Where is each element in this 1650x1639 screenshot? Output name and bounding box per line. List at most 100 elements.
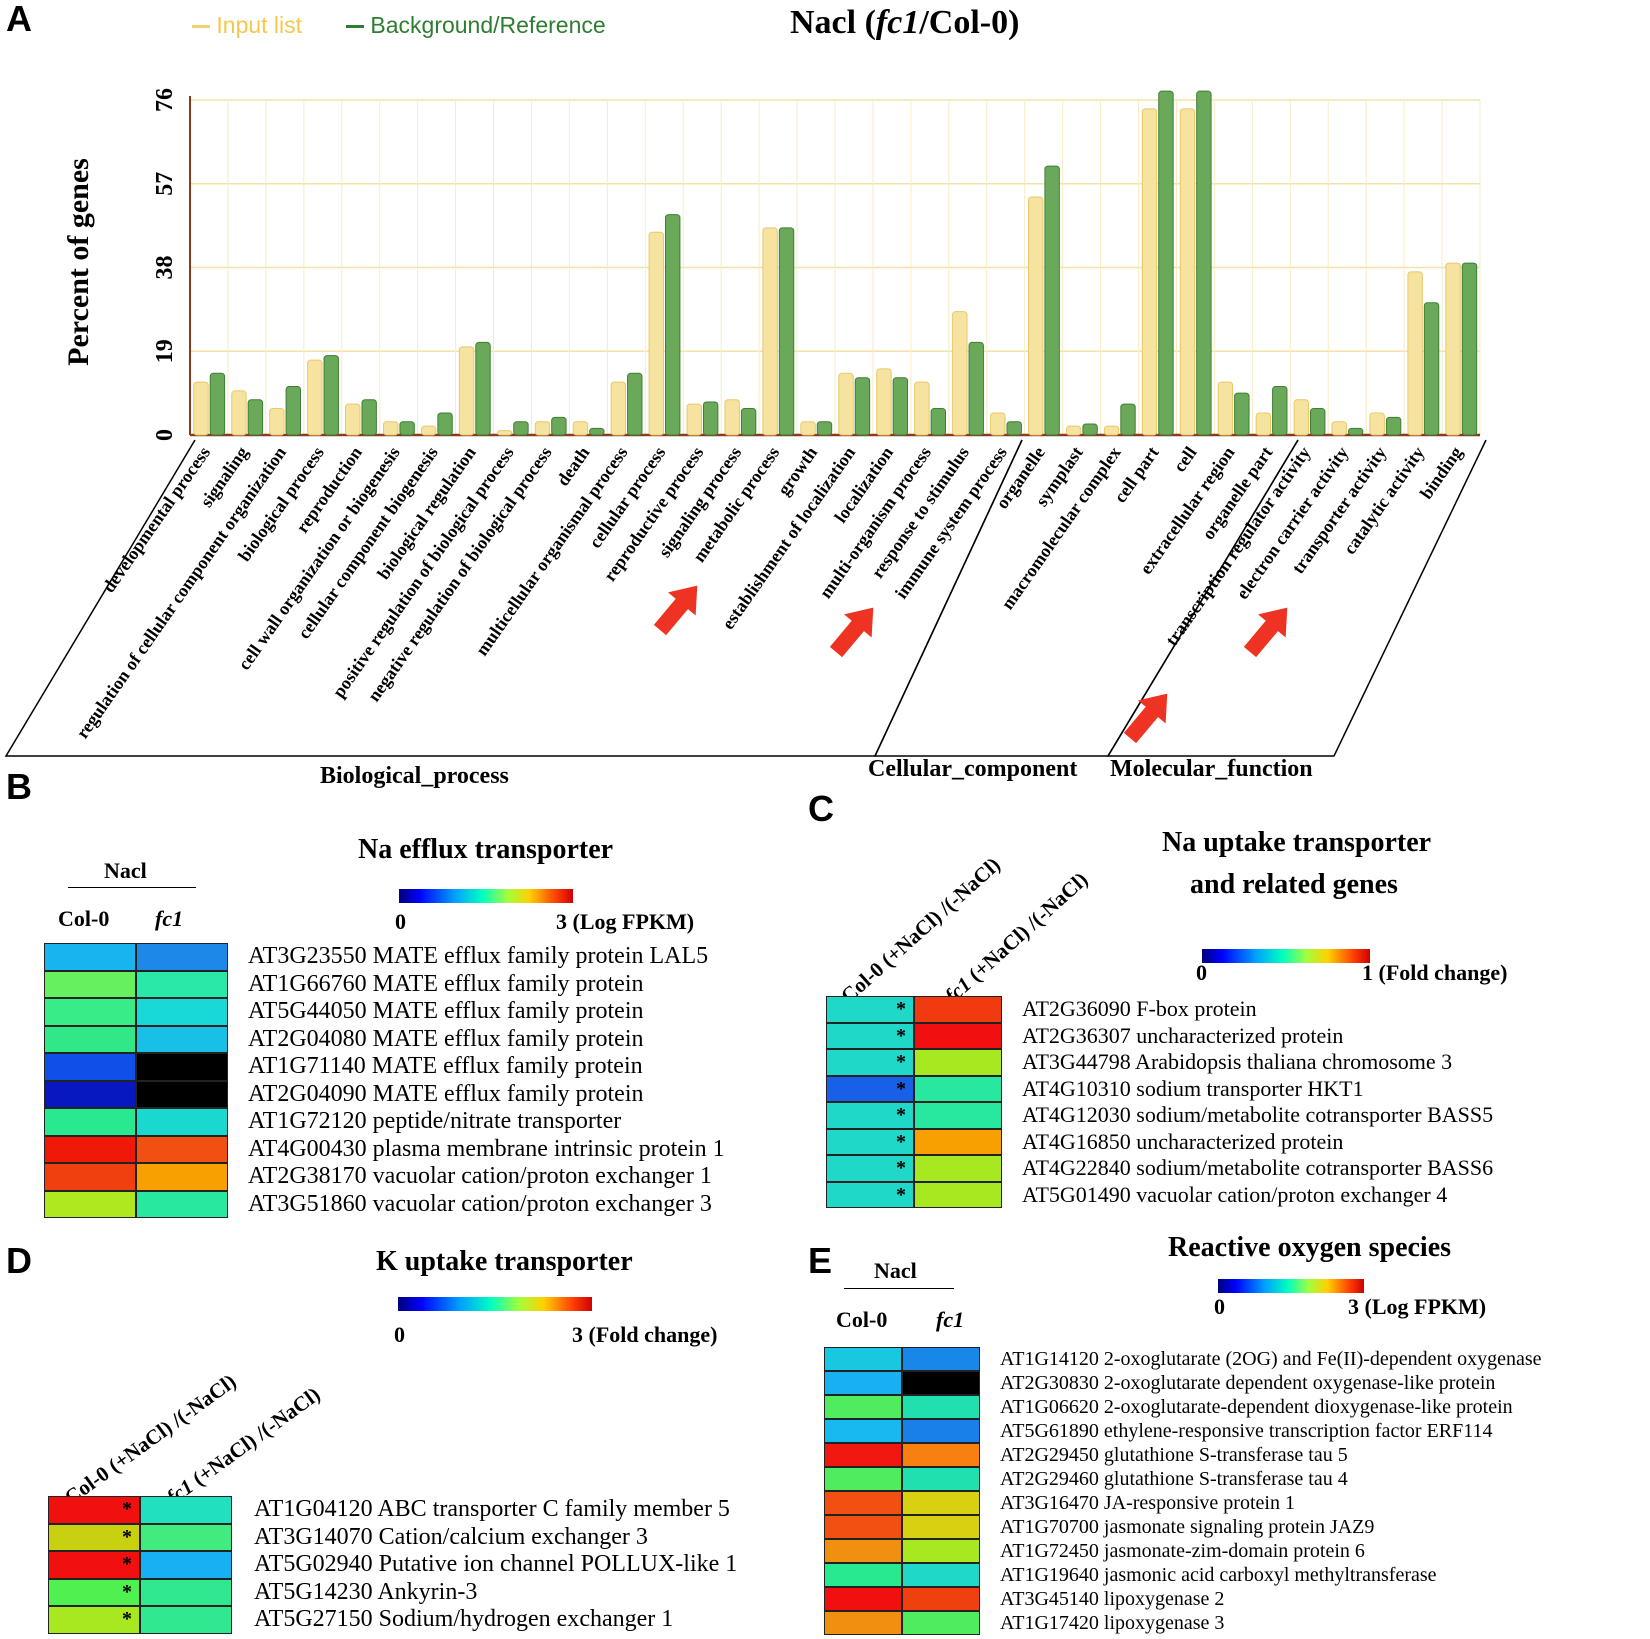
legend-swatch-background xyxy=(346,25,364,29)
panel-d-title: K uptake transporter xyxy=(376,1246,633,1277)
bar-background xyxy=(1234,392,1250,436)
group-label: Molecular_function xyxy=(1110,756,1313,782)
heatmap-cell xyxy=(136,943,228,971)
gene-label: AT5G01490 vacuolar cation/proton exchang… xyxy=(1022,1181,1448,1207)
heatmap-cell xyxy=(902,1419,980,1443)
bar-background xyxy=(1461,262,1478,436)
heatmap-cell xyxy=(48,1606,140,1634)
gene-label: AT1G72450 jasmonate-zim-domain protein 6 xyxy=(1000,1540,1365,1562)
bar-input-list xyxy=(1179,108,1196,436)
panel-d-colorbar xyxy=(398,1297,592,1311)
bar-input-list xyxy=(1369,412,1385,436)
gene-label: AT2G38170 vacuolar cation/proton exchang… xyxy=(248,1163,712,1189)
gene-label: AT2G29460 glutathione S-transferase tau … xyxy=(1000,1468,1348,1490)
heatmap-cell xyxy=(826,996,914,1023)
panel-c-title-1: Na uptake transporter xyxy=(1162,827,1432,858)
bar-input-list xyxy=(1331,421,1347,436)
bar-input-list xyxy=(458,346,475,436)
red-arrow-icon xyxy=(653,585,698,636)
panel-letter-b: B xyxy=(6,766,32,807)
legend-label-input: Input list xyxy=(216,12,303,38)
bar-background xyxy=(589,427,605,436)
heatmap-cell xyxy=(44,943,136,971)
gene-label: AT3G51860 vacuolar cation/proton exchang… xyxy=(248,1190,712,1217)
bar-background xyxy=(892,377,909,436)
significance-star: * xyxy=(122,1553,132,1575)
heatmap-cell xyxy=(914,1049,1002,1076)
bar-background xyxy=(513,421,529,436)
heatmap-cell xyxy=(140,1523,232,1551)
bar-background xyxy=(1310,408,1326,436)
gene-label: AT3G45140 lipoxygenase 2 xyxy=(1000,1588,1225,1610)
gene-label: AT1G72120 peptide/nitrate transporter xyxy=(248,1108,622,1134)
gene-label: AT1G14120 2-oxoglutarate (2OG) and Fe(II… xyxy=(1000,1348,1542,1370)
gene-label: AT2G04090 MATE efflux family protein xyxy=(248,1080,644,1107)
bar-background xyxy=(1423,302,1440,436)
panel-d-col1: Col-0 (+NaCl) /(-NaCl) xyxy=(60,1369,241,1510)
panel-b-group: Nacl xyxy=(104,858,147,883)
gene-label: AT1G70700 jasmonate signaling protein JA… xyxy=(1000,1516,1375,1538)
gene-label: AT4G22840 sodium/metabolite cotransporte… xyxy=(1022,1155,1494,1180)
heatmap-cell xyxy=(914,996,1002,1023)
bar-background xyxy=(665,214,681,436)
heatmap-cell xyxy=(44,1025,136,1053)
significance-star: * xyxy=(122,1580,132,1603)
heatmap-cell xyxy=(914,1022,1002,1049)
bar-background xyxy=(854,377,871,436)
x-category-label: cell xyxy=(1169,443,1200,476)
bar-input-list xyxy=(838,372,854,436)
bar-background xyxy=(1120,403,1136,436)
heatmap-cell xyxy=(826,1049,914,1076)
panel-e-col2: fc1 xyxy=(936,1307,965,1332)
heatmap-cell xyxy=(140,1551,232,1579)
bar-input-list xyxy=(686,403,702,436)
significance-star: * xyxy=(896,998,906,1020)
red-arrow-shape xyxy=(829,607,874,658)
heatmap-cell xyxy=(136,1080,228,1108)
chart-title: Nacl (fc1/Col-0) xyxy=(790,4,1019,42)
heatmap-cell xyxy=(914,1075,1002,1102)
bar-input-list xyxy=(952,311,968,436)
bar-background xyxy=(627,372,643,436)
gene-label: AT4G00430 plasma membrane intrinsic prot… xyxy=(248,1135,725,1162)
red-arrow-shape xyxy=(1243,607,1288,658)
bar-input-list xyxy=(800,421,816,436)
significance-star: * xyxy=(122,1608,132,1630)
bar-input-list xyxy=(572,421,589,436)
legend-background: Background/Reference xyxy=(346,12,606,39)
heatmap-cell xyxy=(48,1523,140,1551)
red-arrow-shape xyxy=(653,585,698,636)
y-tick-label: 57 xyxy=(152,172,178,196)
heatmap-cell xyxy=(48,1578,140,1606)
y-tick-label: 38 xyxy=(152,256,178,280)
heatmap-cell xyxy=(824,1419,902,1443)
y-tick-label: 76 xyxy=(152,88,178,112)
legend-label-background: Background/Reference xyxy=(370,12,606,38)
gene-label: AT3G16470 JA-responsive protein 1 xyxy=(1000,1492,1295,1514)
panel-e-colorbar xyxy=(1218,1279,1364,1293)
gene-label: AT1G66760 MATE efflux family protein xyxy=(248,970,644,997)
heatmap-cell xyxy=(826,1128,914,1155)
bar-input-list xyxy=(1407,271,1423,436)
heatmap-cell xyxy=(914,1155,1002,1182)
heatmap-cell xyxy=(902,1491,980,1515)
bar-background xyxy=(1044,165,1060,436)
heatmap-cell xyxy=(902,1371,980,1395)
bar-input-list xyxy=(269,408,285,436)
heatmap-cell xyxy=(826,1075,914,1102)
bar-input-list xyxy=(307,359,323,436)
red-arrow-shape xyxy=(1123,693,1168,744)
red-arrow-icon xyxy=(829,607,874,658)
significance-star: * xyxy=(896,1130,906,1153)
bar-input-list xyxy=(534,421,551,436)
bar-background xyxy=(209,372,226,436)
significance-star: * xyxy=(896,1024,906,1047)
significance-star: * xyxy=(896,1077,906,1100)
panel-b-group-line xyxy=(68,887,196,888)
heatmap-cell xyxy=(824,1443,902,1467)
heatmap-cell xyxy=(44,1053,136,1081)
heatmap-cell xyxy=(44,1080,136,1108)
heatmap-cell xyxy=(914,1128,1002,1155)
heatmap-cell xyxy=(826,1181,914,1208)
